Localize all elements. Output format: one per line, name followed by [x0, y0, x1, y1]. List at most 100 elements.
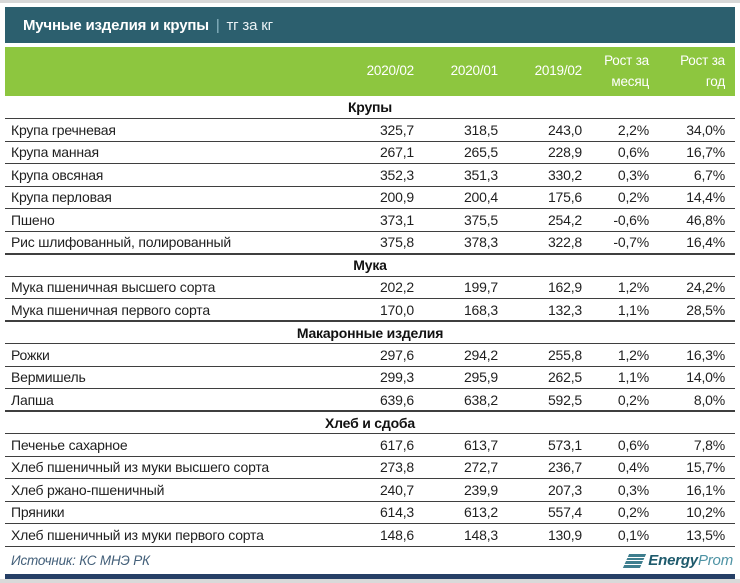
- value-cell: 162,9: [547, 279, 582, 296]
- value-cell: 228,9: [547, 144, 582, 161]
- value-cell: 16,3%: [686, 346, 725, 363]
- table-row: Мука пшеничная высшего сорта 202,2 199,7 16…: [5, 276, 735, 299]
- value-cell: 273,8: [379, 459, 414, 476]
- table-row: Крупа перловая 200,9 200,4 175,6 0,2% 14,4%: [5, 186, 735, 209]
- table-row: Пряники 614,3 613,2 557,4 0,2% 10,2%: [5, 501, 735, 524]
- product-name: Крупа перловая: [11, 189, 112, 206]
- product-name: Крупа гречневая: [11, 121, 116, 138]
- section-header-row: Крупы: [5, 96, 735, 119]
- table-row: Рожки 297,6 294,2 255,8 1,2% 16,3%: [5, 344, 735, 366]
- footer: Источник: КС МНЭ РК Energy Prom: [5, 549, 735, 573]
- value-cell: 0,2%: [617, 189, 649, 206]
- product-name: Хлеб пшеничный из муки первого сорта: [11, 526, 264, 543]
- section-title: Макаронные изделия: [296, 324, 444, 341]
- value-cell: 132,3: [547, 301, 582, 318]
- value-cell: 130,9: [547, 526, 582, 543]
- value-cell: 295,9: [463, 369, 498, 386]
- value-cell: 0,4%: [617, 459, 649, 476]
- table-row: Рис шлифованный, полированный 375,8 378,3 3…: [5, 231, 735, 254]
- product-name: Мука пшеничная первого сорта: [11, 301, 210, 318]
- value-cell: 297,6: [379, 346, 414, 363]
- table-row: Печенье сахарное 617,6 613,7 573,1 0,6% 7,8%: [5, 434, 735, 456]
- value-cell: 24,2%: [686, 279, 725, 296]
- product-name: Рис шлифованный, полированный: [11, 234, 231, 250]
- value-cell: 202,2: [379, 279, 414, 296]
- value-cell: 148,3: [463, 526, 498, 543]
- column-header-2019-02: 2019/02: [534, 63, 583, 79]
- value-cell: 0,3%: [617, 481, 649, 498]
- value-cell: 236,7: [547, 459, 582, 476]
- value-cell: 170,0: [379, 301, 414, 318]
- value-cell: -0,6%: [613, 211, 649, 228]
- product-name: Пряники: [11, 504, 65, 521]
- value-cell: 10,2%: [686, 504, 725, 521]
- value-cell: 0,2%: [617, 504, 649, 521]
- section-title: Хлеб и сдоба: [325, 414, 415, 431]
- product-name: Рожки: [11, 346, 50, 363]
- value-cell: 322,8: [547, 234, 582, 250]
- page-title: Мучные изделия и крупы: [23, 16, 209, 34]
- value-cell: 239,9: [463, 481, 498, 498]
- table-header: 2020/02 2020/01 2019/02 Рост за месяц Ро…: [5, 47, 735, 96]
- value-cell: 378,3: [463, 234, 498, 250]
- table-row: Мука пшеничная первого сорта 170,0 168,3 13…: [5, 299, 735, 321]
- value-cell: 0,2%: [617, 391, 649, 408]
- table-row: Хлеб ржано-пшеничный 240,7 239,9 207,3 0,3% 1…: [5, 479, 735, 501]
- value-cell: 1,1%: [617, 369, 649, 386]
- value-cell: 1,1%: [617, 301, 649, 318]
- value-cell: 1,2%: [617, 346, 649, 363]
- value-cell: 16,1%: [686, 481, 725, 498]
- value-cell: 28,5%: [686, 301, 725, 318]
- product-name: Крупа овсяная: [11, 166, 104, 183]
- product-name: Печенье сахарное: [11, 436, 128, 453]
- value-cell: 638,2: [463, 391, 498, 408]
- value-cell: 0,3%: [617, 166, 649, 183]
- value-cell: 168,3: [463, 301, 498, 318]
- value-cell: 352,3: [379, 166, 414, 183]
- value-cell: 14,0%: [686, 369, 725, 386]
- value-cell: 175,6: [547, 189, 582, 206]
- value-cell: 1,2%: [617, 279, 649, 296]
- product-name: Мука пшеничная высшего сорта: [11, 279, 216, 296]
- value-cell: 207,3: [547, 481, 582, 498]
- product-name: Вермишель: [11, 369, 86, 386]
- bottom-edge: [0, 578, 740, 583]
- value-cell: 613,7: [463, 436, 498, 453]
- table-row: Крупа манная 267,1 265,5 228,9 0,6% 16,7%: [5, 141, 735, 164]
- table-row: Пшено 373,1 375,5 254,2 -0,6% 46,8%: [5, 209, 735, 231]
- price-table: 2020/02 2020/01 2019/02 Рост за месяц Ро…: [5, 47, 735, 547]
- column-header-growth-month: Рост за месяц: [604, 52, 649, 89]
- product-name: Хлеб ржано-пшеничный: [11, 481, 165, 498]
- column-header-2020-01: 2020/01: [450, 63, 499, 79]
- value-cell: 0,6%: [617, 144, 649, 161]
- product-name: Лапша: [11, 391, 54, 408]
- value-cell: 199,7: [463, 279, 498, 296]
- value-cell: 325,7: [379, 121, 414, 138]
- value-cell: 16,7%: [686, 144, 725, 161]
- logo-text-prom: Prom: [697, 552, 733, 569]
- table-row: Лапша 639,6 638,2 592,5 0,2% 8,0%: [5, 389, 735, 411]
- product-name: Пшено: [11, 211, 55, 228]
- value-cell: 351,3: [463, 166, 498, 183]
- section-header-row: Макаронные изделия: [5, 321, 735, 344]
- value-cell: 148,6: [379, 526, 414, 543]
- title-separator: |: [215, 16, 220, 34]
- value-cell: 614,3: [379, 504, 414, 521]
- column-header-growth-year: Рост за год: [680, 52, 725, 89]
- value-cell: 639,6: [379, 391, 414, 408]
- value-cell: 613,2: [463, 504, 498, 521]
- value-cell: 34,0%: [686, 121, 725, 138]
- value-cell: 254,2: [547, 211, 582, 228]
- table-row: Вермишель 299,3 295,9 262,5 1,1% 14,0%: [5, 366, 735, 389]
- product-name: Крупа манная: [11, 144, 99, 161]
- section-header-row: Хлеб и сдоба: [5, 411, 735, 434]
- header-row: 2020/02 2020/01 2019/02 Рост за месяц Ро…: [5, 47, 735, 96]
- value-cell: 294,2: [463, 346, 498, 363]
- value-cell: 14,4%: [686, 189, 725, 206]
- table-row: Хлеб пшеничный из муки первого сорта 148,…: [5, 524, 735, 546]
- energyprom-e-icon: [623, 553, 647, 568]
- column-header-product: [5, 47, 344, 96]
- value-cell: 557,4: [547, 504, 582, 521]
- logo-text-energy: Energy: [648, 552, 698, 569]
